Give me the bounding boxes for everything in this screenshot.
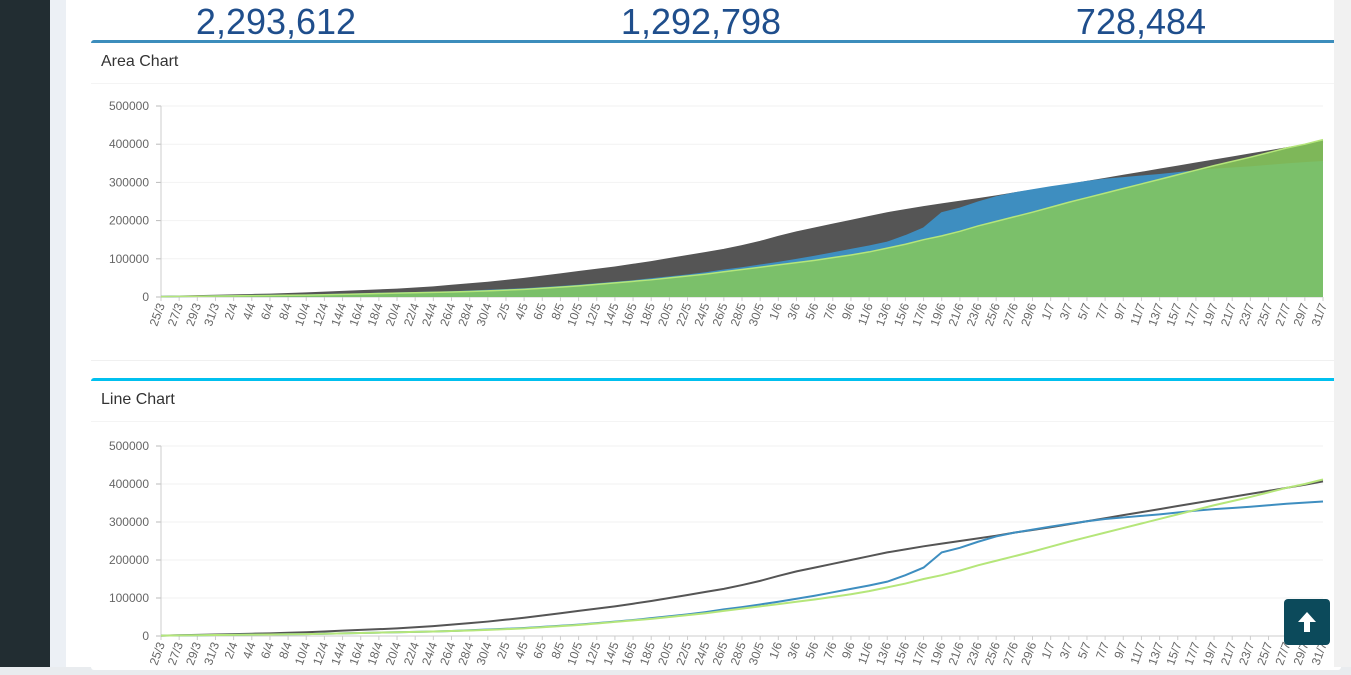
- y-tick-label: 500000: [109, 439, 149, 453]
- x-tick-label: 9/7: [1111, 301, 1130, 322]
- arrow-up-icon: [1298, 612, 1316, 632]
- x-tick-label: 4/4: [240, 640, 259, 661]
- x-tick-label: 7/7: [1093, 301, 1112, 322]
- line-chart: 010000020000030000040000050000025/327/32…: [109, 439, 1330, 667]
- x-tick-label: 31/3: [201, 301, 222, 328]
- x-tick-label: 1/6: [766, 640, 785, 661]
- x-tick-label: 2/5: [494, 301, 513, 322]
- x-tick-label: 5/7: [1075, 640, 1094, 661]
- x-tick-label: 1/7: [1039, 301, 1058, 322]
- x-tick-label: 1/7: [1039, 640, 1058, 661]
- line-series-3: [160, 478, 1324, 637]
- line-chart-title: Line Chart: [101, 391, 175, 408]
- x-tick-label: 8/4: [276, 640, 295, 661]
- x-tick-label: 6/4: [258, 301, 277, 322]
- x-tick-label: 3/6: [784, 301, 803, 322]
- y-tick-label: 200000: [109, 214, 149, 228]
- x-tick-label: 30/4: [473, 301, 494, 328]
- y-tick-label: 0: [142, 629, 149, 643]
- x-tick-label: 4/4: [240, 301, 259, 322]
- stat-total: 2,293,612: [195, 1, 357, 42]
- x-tick-label: 29/6: [1018, 301, 1039, 328]
- x-tick-label: 4/5: [512, 640, 531, 661]
- x-tick-label: 2/4: [222, 301, 241, 322]
- area-chart-header: Area Chart: [91, 43, 1341, 84]
- x-tick-label: 1/6: [766, 301, 785, 322]
- x-tick-label: 31/7: [1309, 301, 1330, 328]
- x-tick-label: 6/5: [530, 301, 549, 322]
- line-chart-header: Line Chart: [91, 381, 1341, 422]
- x-tick-label: 30/4: [473, 640, 494, 667]
- y-tick-label: 100000: [109, 252, 149, 266]
- x-tick-label: 29/6: [1018, 640, 1039, 667]
- x-tick-label: 2/4: [222, 640, 241, 661]
- x-tick-label: 3/6: [784, 640, 803, 661]
- x-tick-label: 4/5: [512, 301, 531, 322]
- x-tick-label: 5/6: [803, 301, 822, 322]
- x-tick-label: 8/5: [548, 640, 567, 661]
- x-tick-label: 5/6: [803, 640, 822, 661]
- area-chart-box: Area Chart 0 100000 200000 300000 400000 5000…: [91, 40, 1341, 361]
- y-tick-label: 100000: [109, 591, 149, 605]
- area-series-3: [161, 139, 1323, 297]
- y-tick-label: 300000: [109, 175, 149, 189]
- x-tick-label: 7/7: [1093, 640, 1112, 661]
- content-panel: 2,293,612 1,292,798 728,484 Area Chart 0…: [66, 0, 1341, 670]
- y-tick-label: 500000: [109, 99, 149, 113]
- x-tick-label: 9/6: [839, 640, 858, 661]
- area-series-line-3: [160, 138, 1324, 298]
- x-tick-label: 6/5: [530, 640, 549, 661]
- x-tick-label: 9/7: [1111, 640, 1130, 661]
- x-tick-label: 30/5: [746, 301, 767, 328]
- x-tick-label: 8/4: [276, 301, 295, 322]
- y-tick-label: 300000: [109, 515, 149, 529]
- line-series-1: [160, 480, 1324, 637]
- x-tick-label: 7/6: [821, 640, 840, 661]
- x-tick-label: 3/7: [1057, 640, 1076, 661]
- sidebar: [0, 0, 50, 667]
- x-tick-label: 30/5: [746, 640, 767, 667]
- area-chart-title: Area Chart: [101, 53, 179, 70]
- area-chart: 010000020000030000040000050000025/327/32…: [109, 99, 1330, 328]
- divider: [91, 360, 1341, 361]
- x-tick-label: 7/6: [821, 301, 840, 322]
- x-tick-label: 31/3: [201, 640, 222, 667]
- x-tick-label: 6/4: [258, 640, 277, 661]
- x-tick-label: 3/7: [1057, 301, 1076, 322]
- y-tick-label: 400000: [109, 137, 149, 151]
- area-series-line-1: [160, 140, 1324, 298]
- back-to-top-button[interactable]: [1284, 599, 1330, 645]
- main-content: 2,293,612 1,292,798 728,484 Area Chart 0…: [50, 0, 1341, 670]
- y-tick-label: 400000: [109, 477, 149, 491]
- line-chart-box: Line Chart 0 100000 200000 300000 400000 5000…: [91, 378, 1341, 670]
- y-tick-label: 200000: [109, 553, 149, 567]
- x-tick-label: 8/5: [548, 301, 567, 322]
- stat-third: 728,484: [1075, 1, 1207, 42]
- x-tick-label: 5/7: [1075, 301, 1094, 322]
- scrollbar[interactable]: [1334, 0, 1351, 667]
- y-tick-label: 0: [142, 290, 149, 304]
- x-tick-label: 9/6: [839, 301, 858, 322]
- x-tick-label: 2/5: [494, 640, 513, 661]
- stat-second: 1,292,798: [620, 1, 782, 42]
